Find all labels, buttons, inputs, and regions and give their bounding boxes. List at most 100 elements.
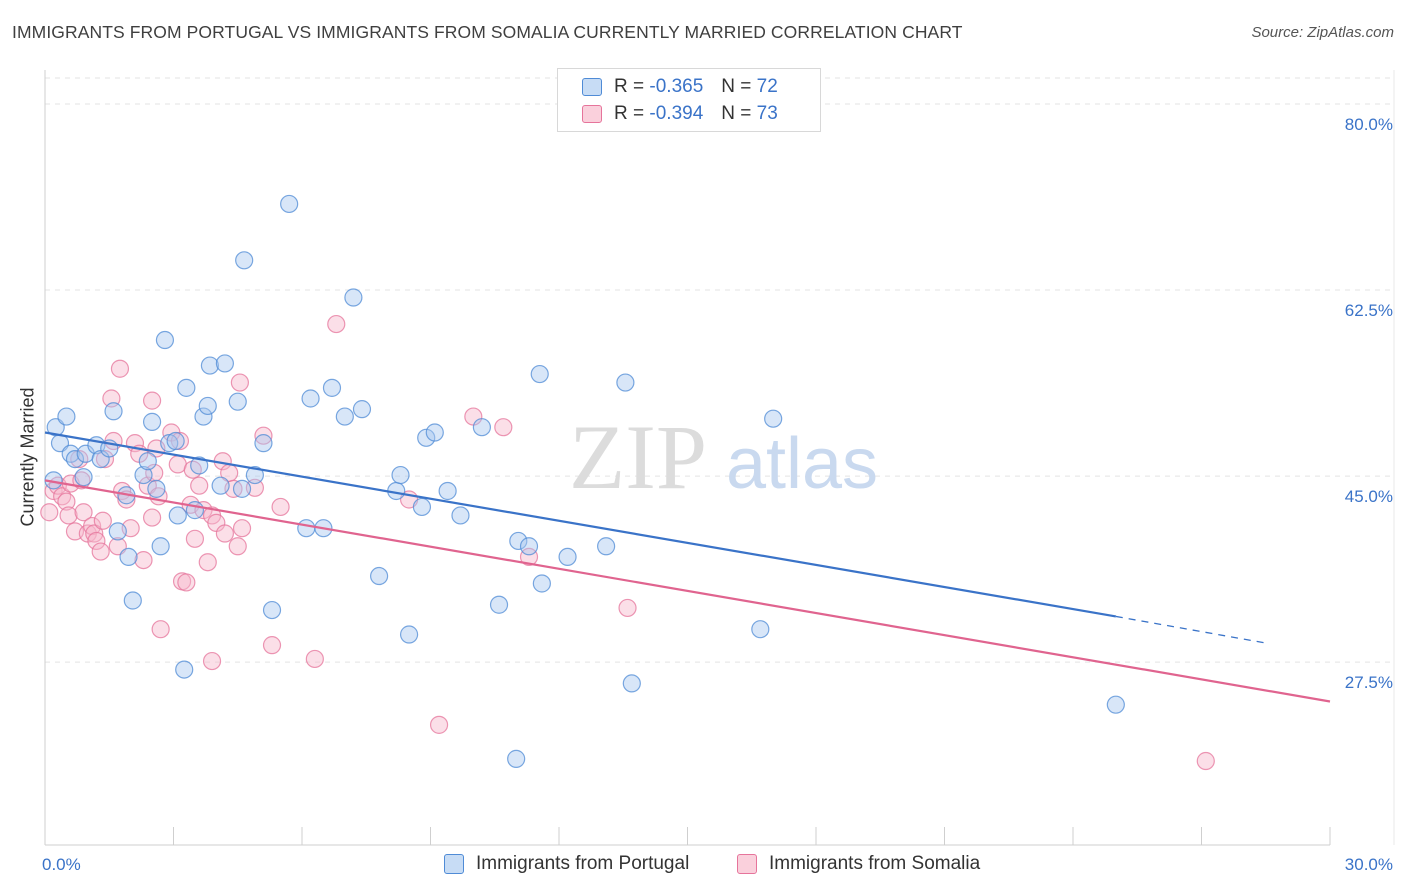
portugal-point [123,591,142,610]
portugal-point [472,418,491,437]
portugal-point [489,595,509,614]
bottom-legend-swatch-portugal [444,854,464,874]
portugal-point [438,481,457,501]
somalia-point [202,651,222,671]
portugal-point [155,330,175,350]
portugal-point [119,547,138,566]
somalia-point [85,524,104,543]
trend-layer [44,431,1331,703]
somalia-point [215,524,234,543]
legend-row-somalia: R = -0.394 N = 73 [582,101,778,127]
somalia-point [151,620,170,639]
portugal-point [211,476,230,495]
portugal-point [65,449,85,469]
legend-n-label: N = [721,103,752,124]
somalia-point [190,476,209,495]
y-tick-label: 45.0% [1345,487,1393,506]
portugal-point [751,620,770,639]
portugal-point [370,566,389,586]
portugal-point [352,400,372,419]
portugal-point [519,537,539,556]
portugal-point [142,412,162,431]
portugal-point [232,479,252,498]
portugal-point [138,452,157,471]
somalia-point [59,506,78,525]
portugal-point [254,434,273,453]
portugal-point [262,600,282,620]
somalia-point [228,537,247,556]
portugal-point [451,506,470,525]
portugal-point [177,378,196,397]
somalia-point [232,519,252,538]
portugal-point [168,506,187,525]
somalia-point [245,478,264,497]
axis-layer: 0.0% 30.0% [42,70,1395,874]
somalia-point [230,373,249,392]
portugal-point [322,378,342,397]
legend-r-value-portugal: -0.365 [649,76,704,97]
y-tick-label: 62.5% [1345,301,1393,320]
watermark-zip: ZIP [569,406,707,508]
somalia-point [142,391,162,410]
bottom-legend-swatch-somalia [737,854,757,874]
portugal-point [417,428,436,447]
portugal-point [597,537,616,556]
somalia-point [618,598,637,618]
somalia-point [327,314,346,334]
portugal-point [166,431,185,451]
portugal-point [147,479,166,498]
somalia-point [83,516,102,536]
y-tick-labels: 27.5% 45.0% 62.5% 80.0% [1345,115,1393,692]
y-tick-label: 80.0% [1345,115,1393,134]
somalia-point [91,542,110,561]
portugal-point [151,537,170,556]
somalia-point [72,471,91,490]
x-tick-label: 0.0% [42,855,81,874]
portugal-point [104,402,123,421]
somalia-point [57,492,76,511]
portugal-point [532,574,551,593]
portugal-point [190,456,209,475]
bottom-legend-label-portugal: Immigrants from Portugal [476,853,690,874]
legend-swatch-somalia [582,105,602,123]
portugal-point [509,531,528,551]
legend-r-label: R = [614,103,645,124]
somalia-point [519,547,539,566]
source-label: Source: ZipAtlas.com [1251,24,1394,41]
bottom-legend-portugal[interactable]: Immigrants from Portugal [444,852,689,876]
somalia-point [1196,751,1215,771]
bottom-legend-somalia[interactable]: Immigrants from Somalia [737,852,980,876]
somalia-point [494,418,513,437]
somalia-point [142,508,162,527]
portugal-point [215,354,234,373]
somalia-point [429,715,449,734]
somalia-point [93,511,112,530]
portugal-point [1106,695,1125,714]
somalia-point [74,503,93,522]
somalia-point [87,531,106,551]
legend-swatch-portugal [582,78,602,96]
somalia-point [40,503,59,522]
somalia-point [305,649,324,669]
portugal-trend-extension [1115,615,1266,644]
portugal-point [391,465,410,485]
portugal-point [616,373,635,392]
portugal-point [235,251,254,270]
y-tick-label: 27.5% [1345,673,1393,692]
somalia-point [177,573,196,592]
portugal-point [344,288,363,307]
portugal-point [228,392,247,411]
x-tick-label: 30.0% [1345,855,1393,874]
portugal-point [399,625,419,644]
somalia-point [262,636,282,655]
portugal-point [74,468,93,487]
portugal-point [301,389,320,408]
portugal-point [198,396,217,416]
watermark-atlas: atlas [726,424,878,504]
portugal-point [194,407,213,426]
portugal-point [297,519,316,538]
portugal-point [280,194,299,214]
legend-r-value-somalia: -0.394 [649,103,704,124]
somalia-point [134,550,153,570]
